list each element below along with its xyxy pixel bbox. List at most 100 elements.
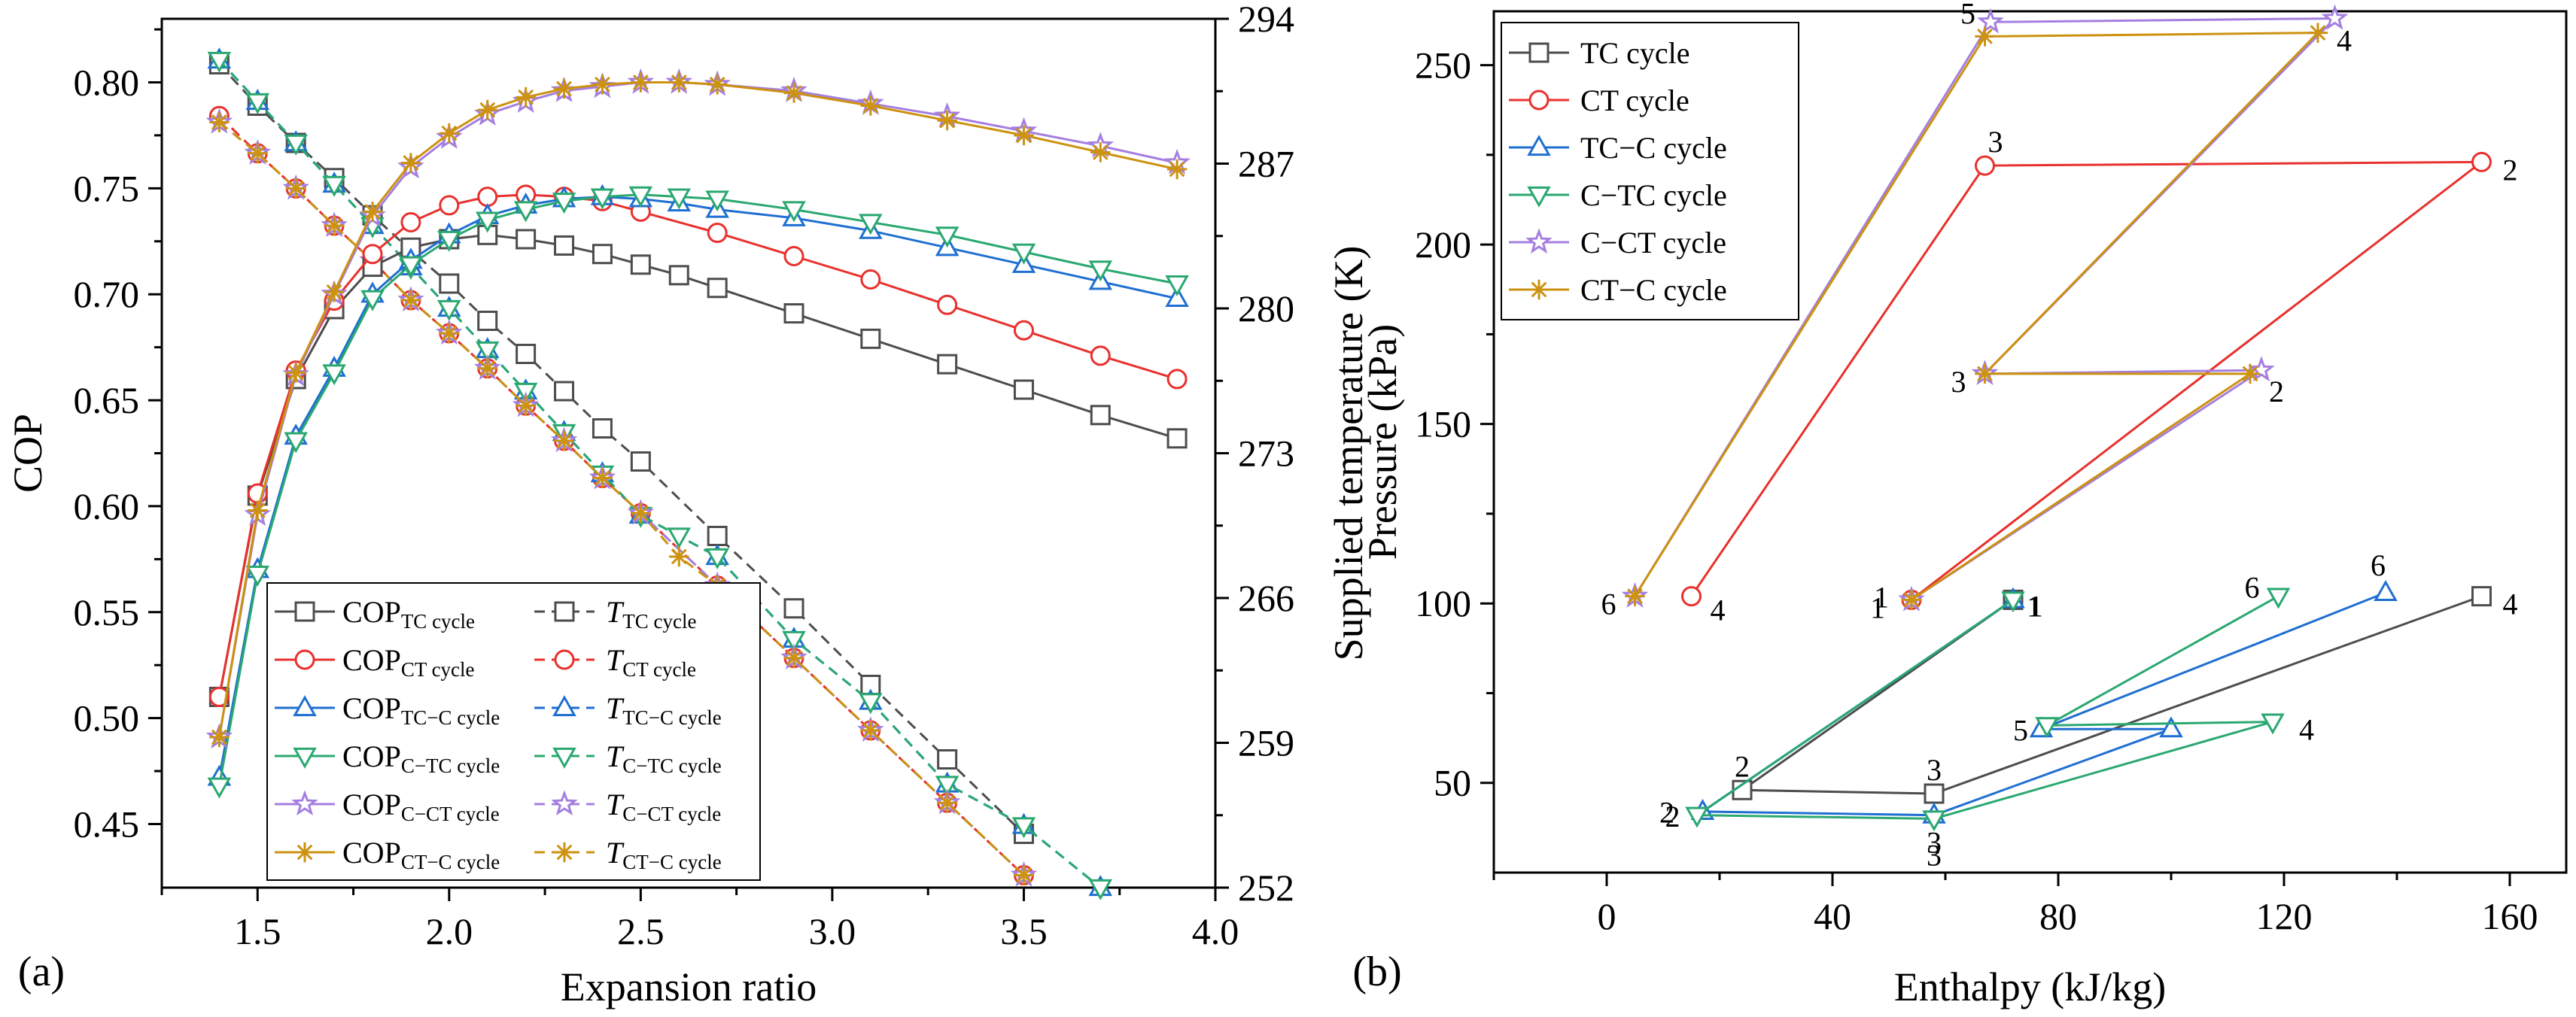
x-tick-label: 40 [1814,895,1851,937]
cop-point [477,187,498,208]
temp-point [324,215,345,236]
cop-point [1090,142,1111,162]
y2-tick-label: 252 [1238,867,1294,909]
y-tick-label: 0.45 [74,803,140,845]
cop-point [399,256,423,278]
temp-point [667,527,692,549]
cop-point [552,193,576,214]
cop-point [1166,369,1188,390]
cop-series-ct-c [209,72,1188,748]
legend-label-cop: COPTC cycle [342,595,475,633]
legend-marker [294,601,315,622]
temp-point [437,299,461,321]
legend-marker [554,649,575,670]
panel-label-a: (a) [18,949,65,995]
legend-label-cop: COPCT−C cycle [342,836,500,873]
legend-label-temp: TC−TC cycle [606,739,722,777]
cop-point [631,72,651,93]
pe-state-point [1685,806,1709,828]
temp-point [783,598,804,619]
temp-point [782,630,806,652]
legend-label: CT−C cycle [1580,273,1727,307]
temp-point [937,749,958,770]
state-label: 3 [1951,365,1966,399]
state-label: 6 [1601,587,1616,621]
legend-marker [1525,228,1553,254]
pe-state-point [1901,590,1922,610]
cop-line-c-tc [217,193,1178,787]
legend-marker [1528,42,1550,63]
state-label: 3 [1927,753,1942,787]
temp-point [707,526,728,546]
legend-frame [1501,22,1799,320]
x-axis-title: Enthalpy (kJ/kg) [1894,964,2166,1009]
cop-point [1011,243,1036,265]
pe-line-tc [1738,595,2483,795]
cop-point [590,188,615,210]
panel-a-cop-chart: 1.5 2.0 2.5 3.0 3.5 4.0 0.45 0.50 0.55 0.60 0.65 0.… [5,0,1371,1009]
cop-point [860,96,881,116]
cop-point [207,777,232,799]
y-tick-label: 0.60 [74,485,140,527]
panel-b-legend: TC cycle CT cycle TC−C cycle C−TC cycle C−CT… [1501,22,1799,320]
cop-point [554,235,575,256]
legend-marker [293,747,317,769]
state-label: 1 [1874,580,1889,614]
temp-point [554,381,575,402]
legend-label-temp: TC−CT cycle [606,788,721,825]
cop-point [935,226,960,248]
cop-point [667,188,692,210]
y-tick-label: 200 [1415,223,1471,266]
cop-point [1166,159,1188,180]
pe-state-point [2001,591,2025,613]
cop-series-c-tc [207,186,1189,799]
y2-axis-title: Supplied temperature (K) [1326,246,1371,661]
cop-point [1088,260,1113,282]
legend-marker [552,695,576,717]
cop-point [513,201,538,223]
y-tick-label: 250 [1415,44,1471,87]
cop-point [284,432,308,454]
cop-point [439,123,460,144]
state-label: 4 [2337,24,2352,58]
state-label: 4 [1711,594,1726,627]
temp-point [285,178,306,199]
temp-point [630,451,651,472]
pe-series-c-tc: 3 4 5 6 [1685,571,2314,872]
cop-point [437,230,461,252]
cop-point [1166,428,1188,449]
state-label: 2 [1735,749,1750,783]
legend-marker [1528,279,1550,300]
x-tick-label: 160 [2482,895,2538,937]
temp-point [705,548,729,569]
cop-line-ct-c [217,81,1178,738]
legend-marker [554,601,575,622]
temp-point [860,720,881,741]
state-label: 1 [2027,589,2042,623]
temp-point [245,93,270,114]
cop-point [707,74,728,95]
cop-point [628,186,653,208]
pe-state-point [1975,26,1995,47]
cop-point [248,500,268,521]
cop-point [362,202,383,222]
cop-point [937,111,957,131]
state-label: 1 [2028,589,2043,623]
cop-point [477,99,497,120]
y2-tick-label: 294 [1238,0,1294,40]
pe-state-point [2374,580,2398,601]
state-label: 3 [1927,826,1942,860]
temp-point [937,793,957,813]
pe-line-ct-c [1634,32,2321,601]
pe-state-point [2266,587,2291,609]
cop-point [1014,125,1034,146]
y-tick-label: 0.80 [74,62,140,104]
pe-state-point [2471,151,2492,172]
temp-point [284,134,308,156]
panel-a-legend: COPTC cycle COPCT cycle COPTC−C cycle COPC−… [266,582,761,881]
temp-point [207,51,232,73]
y2-tick-label: 266 [1238,577,1294,619]
pe-line-ct [1690,160,2485,601]
state-label: 6 [2245,571,2260,605]
legend-frame [266,582,761,881]
